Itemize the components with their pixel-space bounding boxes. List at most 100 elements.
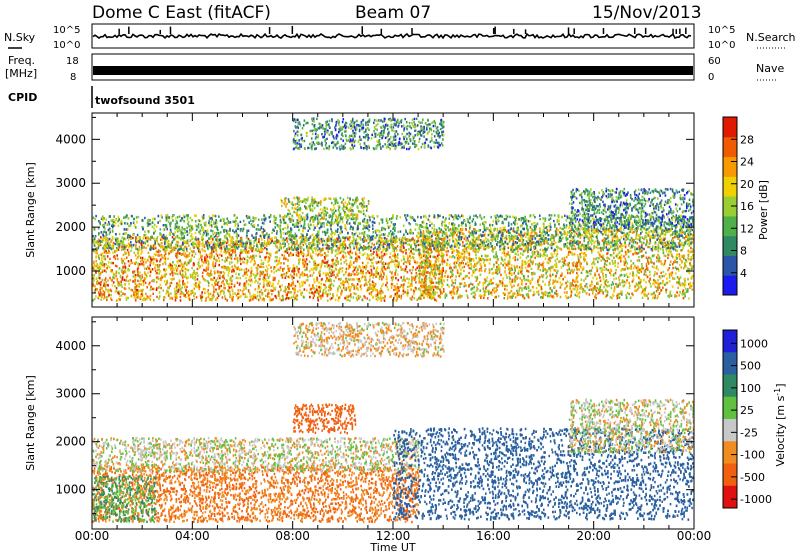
power-cell: [303, 296, 305, 299]
power-cell: [580, 262, 582, 265]
power-cell: [414, 278, 417, 281]
power-cell: [405, 265, 408, 268]
power-cell: [360, 284, 362, 287]
power-cell: [241, 240, 244, 244]
power-cell: [386, 281, 388, 284]
power-cell: [512, 256, 515, 260]
power-cell: [283, 262, 285, 265]
power-cell: [310, 268, 313, 271]
power-cell: [628, 292, 630, 296]
power-cell: [569, 230, 572, 233]
power-cell: [605, 240, 608, 244]
power-cell: [161, 276, 163, 279]
power-cell: [197, 245, 200, 249]
power-cell: [396, 286, 399, 289]
power-cell: [276, 241, 278, 244]
power-cell: [231, 249, 234, 252]
power-cell: [156, 287, 158, 290]
power-cell: [176, 252, 179, 256]
power-cell: [349, 265, 351, 269]
power-cell: [501, 284, 504, 287]
power-cell: [377, 291, 379, 294]
power-cell: [249, 275, 251, 279]
power-cell: [212, 247, 214, 250]
power-cell: [426, 271, 428, 274]
power-cell: [114, 285, 116, 288]
freq-panel: [91, 53, 695, 81]
power-cell: [333, 273, 335, 277]
power-cell: [492, 282, 494, 285]
power-cell: [675, 255, 677, 259]
power-cell: [137, 290, 140, 293]
power-cell: [410, 288, 412, 291]
power-cell: [186, 263, 188, 267]
power-cell: [627, 236, 629, 239]
power-cell: [688, 297, 690, 300]
power-cell: [390, 260, 392, 264]
power-cell: [282, 269, 284, 272]
power-cell: [253, 263, 255, 266]
power-cell: [137, 262, 139, 265]
power-cell: [313, 263, 315, 266]
power-cell: [272, 278, 275, 282]
power-cell: [197, 274, 199, 277]
power-cell: [156, 240, 159, 244]
power-cell: [254, 296, 257, 299]
power-cell: [215, 259, 218, 262]
power-cell: [293, 241, 295, 244]
power-cell: [418, 281, 420, 284]
power-cell: [381, 265, 384, 269]
power-cell: [471, 274, 473, 277]
power-cell: [624, 250, 627, 254]
power-cell: [231, 239, 234, 243]
power-cell: [336, 260, 338, 263]
power-cell: [257, 298, 260, 302]
power-cell: [116, 299, 118, 302]
power-cell: [158, 286, 160, 289]
power-cell: [438, 282, 440, 285]
power-cell: [311, 274, 314, 277]
power-cell: [415, 244, 417, 248]
power-cell: [237, 296, 240, 299]
power-cell: [124, 269, 126, 272]
power-cell: [419, 229, 422, 232]
power-cell: [424, 259, 427, 263]
power-cell: [445, 269, 447, 273]
power-cell: [220, 254, 223, 257]
power-cell: [285, 257, 287, 261]
power-cell: [297, 290, 299, 293]
power-cell: [607, 234, 610, 237]
power-cell: [516, 289, 518, 292]
power-cell: [163, 275, 165, 278]
power-cell: [346, 246, 349, 250]
power-cell: [576, 294, 578, 297]
power-cell: [408, 262, 411, 266]
power-cell: [550, 236, 553, 239]
power-cell: [394, 287, 397, 291]
power-cell: [259, 296, 262, 299]
power-cell: [345, 287, 348, 290]
power-cell: [375, 236, 377, 239]
power-cell: [416, 298, 418, 302]
power-cell: [494, 268, 497, 272]
power-cell: [484, 268, 487, 271]
power-cell: [396, 291, 399, 294]
power-cell: [135, 261, 137, 264]
power-cell: [314, 261, 316, 264]
power-cell: [268, 263, 270, 267]
power-cell: [176, 251, 179, 254]
power-cell: [278, 240, 281, 243]
power-cell: [666, 277, 668, 280]
power-cell: [339, 245, 342, 248]
power-cell: [97, 238, 100, 241]
power-cell: [449, 270, 452, 273]
power-cell: [441, 268, 444, 272]
power-cell: [397, 286, 400, 290]
power-cell: [325, 280, 327, 283]
power-cell: [229, 293, 231, 296]
power-cell: [319, 274, 321, 277]
power-cell: [413, 292, 415, 296]
power-cell: [117, 248, 120, 251]
power-cell: [379, 271, 382, 274]
power-cell: [386, 248, 389, 252]
